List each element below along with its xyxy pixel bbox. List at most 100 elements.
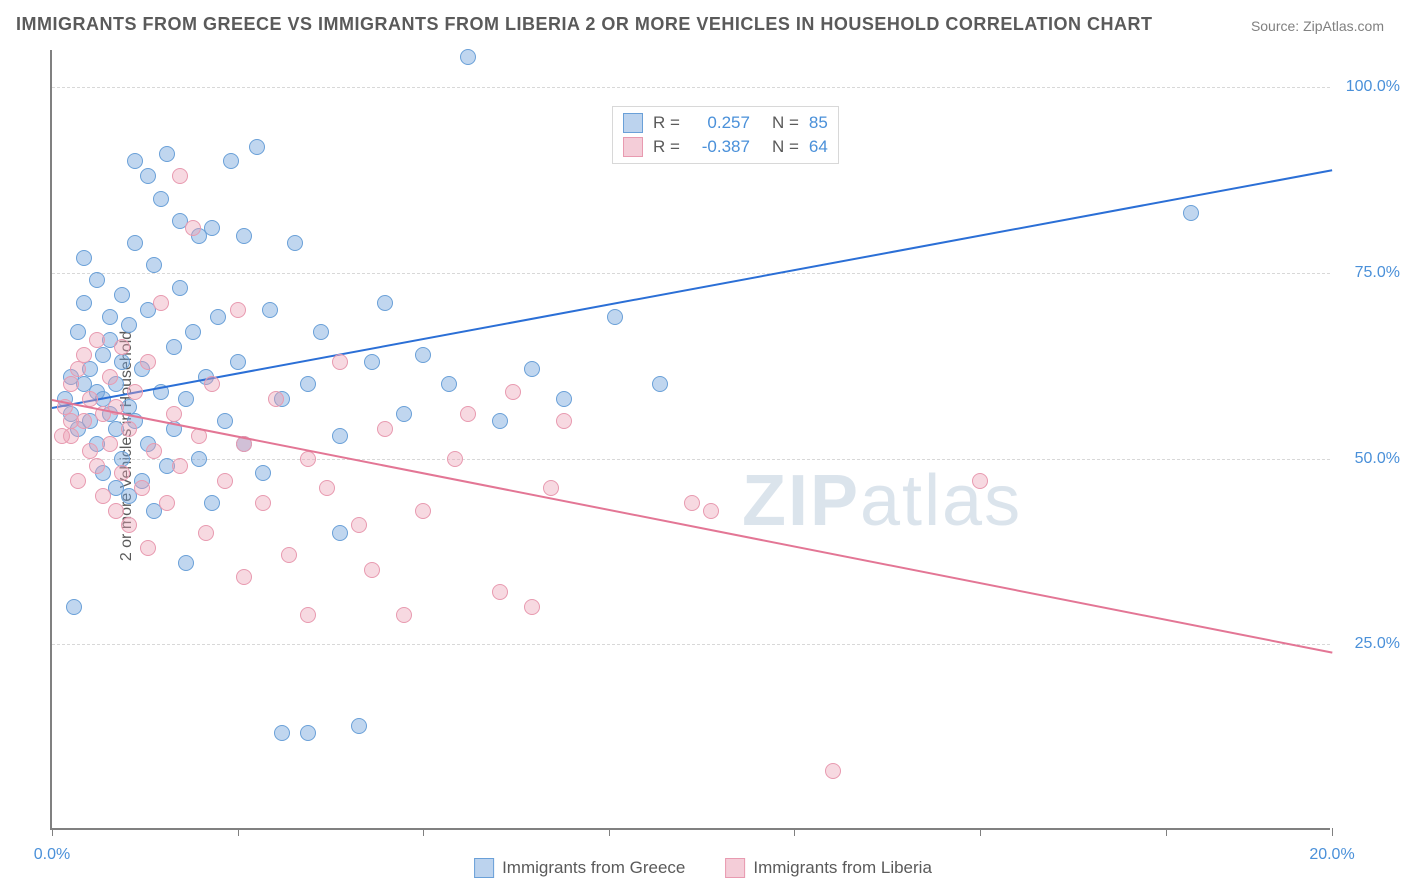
- scatter-point: [332, 428, 348, 444]
- scatter-point: [153, 295, 169, 311]
- scatter-point: [281, 547, 297, 563]
- scatter-point: [377, 295, 393, 311]
- scatter-point: [89, 458, 105, 474]
- legend-stats: R =0.257N =85R =-0.387N =64: [612, 106, 839, 164]
- scatter-point: [300, 607, 316, 623]
- scatter-point: [159, 146, 175, 162]
- scatter-point: [102, 436, 118, 452]
- legend-stats-row: R = 0.257 N = 85: [623, 111, 828, 135]
- scatter-point: [332, 525, 348, 541]
- scatter-point: [191, 451, 207, 467]
- trend-line: [52, 169, 1332, 409]
- scatter-point: [89, 272, 105, 288]
- legend-series-name: Immigrants from Liberia: [753, 858, 932, 878]
- scatter-point: [127, 384, 143, 400]
- source-label: Source: ZipAtlas.com: [1251, 18, 1384, 34]
- scatter-point: [319, 480, 335, 496]
- scatter-point: [255, 465, 271, 481]
- scatter-point: [313, 324, 329, 340]
- scatter-point: [505, 384, 521, 400]
- scatter-point: [236, 569, 252, 585]
- scatter-point: [82, 443, 98, 459]
- chart-title: IMMIGRANTS FROM GREECE VS IMMIGRANTS FRO…: [16, 14, 1153, 35]
- scatter-point: [204, 495, 220, 511]
- x-tick: [238, 828, 239, 836]
- scatter-point: [114, 354, 130, 370]
- scatter-point: [95, 488, 111, 504]
- scatter-point: [364, 354, 380, 370]
- legend-item: Immigrants from Liberia: [725, 858, 932, 878]
- scatter-point: [652, 376, 668, 392]
- scatter-point: [114, 339, 130, 355]
- x-tick: [609, 828, 610, 836]
- scatter-point: [543, 480, 559, 496]
- scatter-point: [114, 465, 130, 481]
- x-tick: [52, 828, 53, 836]
- scatter-point: [66, 599, 82, 615]
- scatter-point: [415, 347, 431, 363]
- x-tick: [1332, 828, 1333, 836]
- gridline: [52, 644, 1330, 645]
- scatter-point: [121, 317, 137, 333]
- scatter-point: [54, 428, 70, 444]
- y-tick-label: 50.0%: [1340, 450, 1400, 468]
- scatter-point: [492, 584, 508, 600]
- scatter-point: [185, 324, 201, 340]
- legend-swatch: [623, 137, 643, 157]
- x-tick: [794, 828, 795, 836]
- scatter-point: [217, 413, 233, 429]
- plot-area: 25.0%50.0%75.0%100.0%0.0%20.0%ZIPatlasR …: [50, 50, 1330, 830]
- scatter-point: [63, 376, 79, 392]
- scatter-point: [332, 354, 348, 370]
- scatter-point: [102, 369, 118, 385]
- scatter-point: [300, 451, 316, 467]
- scatter-point: [268, 391, 284, 407]
- x-tick: [980, 828, 981, 836]
- scatter-point: [230, 354, 246, 370]
- y-tick-label: 75.0%: [1340, 264, 1400, 282]
- scatter-point: [108, 503, 124, 519]
- scatter-point: [140, 354, 156, 370]
- scatter-point: [236, 228, 252, 244]
- scatter-point: [114, 287, 130, 303]
- scatter-point: [396, 406, 412, 422]
- scatter-point: [146, 443, 162, 459]
- legend-swatch: [474, 858, 494, 878]
- scatter-point: [230, 302, 246, 318]
- scatter-point: [210, 309, 226, 325]
- scatter-point: [255, 495, 271, 511]
- scatter-point: [524, 599, 540, 615]
- legend-bottom: Immigrants from GreeceImmigrants from Li…: [474, 858, 932, 878]
- gridline: [52, 273, 1330, 274]
- y-tick-label: 100.0%: [1340, 78, 1400, 96]
- scatter-point: [172, 280, 188, 296]
- x-tick: [423, 828, 424, 836]
- scatter-point: [121, 517, 137, 533]
- scatter-point: [249, 139, 265, 155]
- scatter-point: [121, 421, 137, 437]
- scatter-point: [441, 376, 457, 392]
- legend-r-label: R =: [653, 113, 680, 133]
- gridline: [52, 459, 1330, 460]
- scatter-point: [556, 391, 572, 407]
- scatter-point: [377, 421, 393, 437]
- scatter-point: [76, 347, 92, 363]
- legend-n-value: 64: [809, 137, 828, 157]
- scatter-point: [153, 191, 169, 207]
- x-tick-label-left: 0.0%: [34, 846, 70, 864]
- scatter-point: [89, 332, 105, 348]
- scatter-point: [70, 324, 86, 340]
- scatter-point: [204, 376, 220, 392]
- scatter-point: [300, 376, 316, 392]
- scatter-point: [127, 153, 143, 169]
- scatter-point: [684, 495, 700, 511]
- scatter-point: [287, 235, 303, 251]
- scatter-point: [351, 517, 367, 533]
- legend-n-value: 85: [809, 113, 828, 133]
- scatter-point: [134, 480, 150, 496]
- legend-n-label: N =: [772, 113, 799, 133]
- scatter-point: [140, 540, 156, 556]
- legend-r-value: 0.257: [690, 113, 750, 133]
- legend-swatch: [623, 113, 643, 133]
- scatter-point: [703, 503, 719, 519]
